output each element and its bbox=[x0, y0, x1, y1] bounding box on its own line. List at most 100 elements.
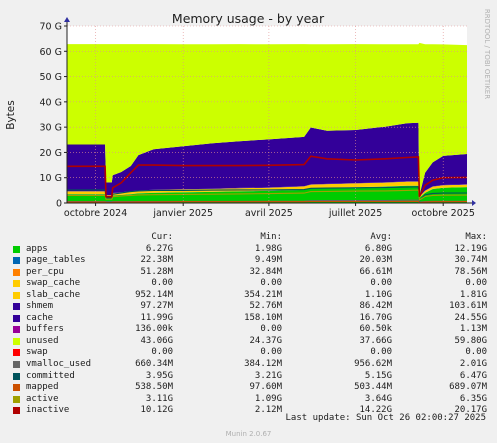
legend-cur: 22.38M bbox=[140, 255, 173, 266]
legend-max: 1.13M bbox=[459, 324, 487, 335]
legend-max: 2.01G bbox=[459, 359, 487, 370]
legend-avg: 20.03M bbox=[359, 255, 392, 266]
legend-avg: 14.22G bbox=[359, 405, 392, 416]
legend-row-per-cpu: per_cpu 51.28M 32.84M 66.61M 78.56M bbox=[0, 267, 497, 279]
legend-name: per_cpu bbox=[26, 266, 64, 277]
legend-min: 0.00 bbox=[260, 347, 282, 358]
legend-row-apps: apps 6.27G 1.98G 6.80G 12.19G bbox=[0, 244, 497, 256]
legend-swatch bbox=[13, 257, 20, 265]
legend-avg: 503.44M bbox=[354, 382, 392, 393]
memory-chart: Memory usage - by year Bytes RRDTOOL / T… bbox=[5, 8, 491, 219]
legend-cur: 97.27M bbox=[140, 301, 173, 312]
legend-min: 0.00 bbox=[260, 324, 282, 335]
legend-avg: 86.42M bbox=[359, 301, 392, 312]
y-tick-label: 30 G bbox=[40, 123, 62, 134]
legend-row-slab-cache: slab_cache 952.14M 354.21M 1.10G 1.81G bbox=[0, 290, 497, 302]
legend-cur: 10.12G bbox=[140, 405, 173, 416]
legend-swatch bbox=[13, 349, 20, 357]
legend-max: 59.80G bbox=[454, 335, 487, 346]
legend-swatch bbox=[13, 291, 20, 299]
legend-max: 24.55G bbox=[454, 312, 487, 323]
legend-avg: 956.62M bbox=[354, 359, 392, 370]
legend-header: Cur: Min: Avg: Max: bbox=[0, 232, 497, 244]
area-layers bbox=[67, 42, 467, 203]
legend-avg: 3.64G bbox=[364, 393, 392, 404]
munin-version: Munin 2.0.67 bbox=[225, 430, 272, 438]
y-axis-arrow-icon bbox=[64, 17, 70, 22]
legend-swatch bbox=[13, 314, 20, 322]
legend-max: 6.35G bbox=[459, 393, 487, 404]
legend-min: 2.12M bbox=[254, 405, 282, 416]
x-tick-label: octobre 2025 bbox=[412, 208, 475, 219]
legend-min: 1.98G bbox=[254, 243, 282, 254]
legend-name: committed bbox=[26, 370, 75, 381]
legend-name: buffers bbox=[26, 324, 64, 335]
legend-avg: 60.50k bbox=[359, 324, 392, 335]
legend-cur: 51.28M bbox=[140, 266, 173, 277]
legend-cur: 11.99G bbox=[140, 312, 173, 323]
legend-swatch bbox=[13, 280, 20, 288]
y-tick-label: 50 G bbox=[40, 72, 62, 83]
y-tick-label: 0 bbox=[56, 199, 62, 210]
y-tick-label: 40 G bbox=[40, 97, 62, 108]
legend-swatch bbox=[13, 361, 20, 369]
legend-swatch bbox=[13, 407, 20, 415]
legend-name: inactive bbox=[26, 405, 70, 416]
legend-swatch bbox=[13, 384, 20, 392]
legend-swatch bbox=[13, 326, 20, 334]
legend-name: shmem bbox=[26, 301, 54, 312]
legend-min: 158.10M bbox=[244, 312, 282, 323]
col-max-header: Max: bbox=[465, 232, 487, 242]
axes bbox=[64, 17, 476, 206]
legend-swatch bbox=[13, 303, 20, 311]
legend-cur: 3.95G bbox=[145, 370, 173, 381]
legend-swatch bbox=[13, 372, 20, 380]
legend-min: 24.37G bbox=[249, 335, 282, 346]
legend-cur: 3.11G bbox=[145, 393, 173, 404]
x-tick-label: avril 2025 bbox=[245, 208, 293, 219]
legend-max: 12.19G bbox=[454, 243, 487, 254]
legend-name: slab_cache bbox=[26, 289, 81, 300]
legend-avg: 1.10G bbox=[364, 289, 392, 300]
legend-name: page_tables bbox=[26, 255, 86, 266]
legend-name: unused bbox=[26, 335, 59, 346]
x-tick-label: octobre 2024 bbox=[64, 208, 127, 219]
legend-min: 9.49M bbox=[254, 255, 282, 266]
col-min-header: Min: bbox=[260, 232, 282, 242]
legend-swatch bbox=[13, 337, 20, 345]
legend-cur: 6.27G bbox=[145, 243, 173, 254]
legend-max: 78.56M bbox=[454, 266, 487, 277]
y-tick-label: 10 G bbox=[40, 173, 62, 184]
legend-max: 689.07M bbox=[449, 382, 487, 393]
area-cache bbox=[67, 122, 467, 197]
area-unused bbox=[67, 42, 467, 196]
legend-max: 0.00 bbox=[465, 347, 487, 358]
x-axis-arrow-icon bbox=[472, 200, 476, 206]
legend-row-active: active 3.11G 1.09G 3.64G 6.35G bbox=[0, 394, 497, 406]
chart-title: Memory usage - by year bbox=[172, 11, 325, 26]
col-cur-header: Cur: bbox=[151, 232, 173, 242]
legend-row-swap-cache: swap_cache 0.00 0.00 0.00 0.00 bbox=[0, 278, 497, 290]
legend-cur: 538.50M bbox=[135, 382, 173, 393]
legend-row-vmalloc-used: vmalloc_used 660.34M 384.12M 956.62M 2.01G bbox=[0, 359, 497, 371]
legend-cur: 136.00k bbox=[135, 324, 173, 335]
legend-row-unused: unused 43.06G 24.37G 37.66G 59.80G bbox=[0, 336, 497, 348]
legend-avg: 66.61M bbox=[359, 266, 392, 277]
legend-min: 52.76M bbox=[249, 301, 282, 312]
legend-max: 30.74M bbox=[454, 255, 487, 266]
legend-min: 3.21G bbox=[254, 370, 282, 381]
y-tick-label: 70 G bbox=[40, 22, 62, 33]
legend-name: cache bbox=[26, 312, 54, 323]
legend-min: 32.84M bbox=[249, 266, 282, 277]
line-inactive bbox=[67, 155, 468, 198]
rrdtool-watermark: RRDTOOL / TOBI OETIKER bbox=[483, 9, 491, 99]
legend-min: 354.21M bbox=[244, 289, 282, 300]
legend-avg: 6.80G bbox=[364, 243, 392, 254]
legend-cur: 43.06G bbox=[140, 335, 173, 346]
legend-min: 1.09G bbox=[254, 393, 282, 404]
grid-lines bbox=[67, 25, 467, 203]
legend-swatch bbox=[13, 245, 20, 253]
legend-swatch bbox=[13, 268, 20, 276]
legend-row-mapped: mapped 538.50M 97.60M 503.44M 689.07M bbox=[0, 382, 497, 394]
legend-avg: 5.15G bbox=[364, 370, 392, 381]
